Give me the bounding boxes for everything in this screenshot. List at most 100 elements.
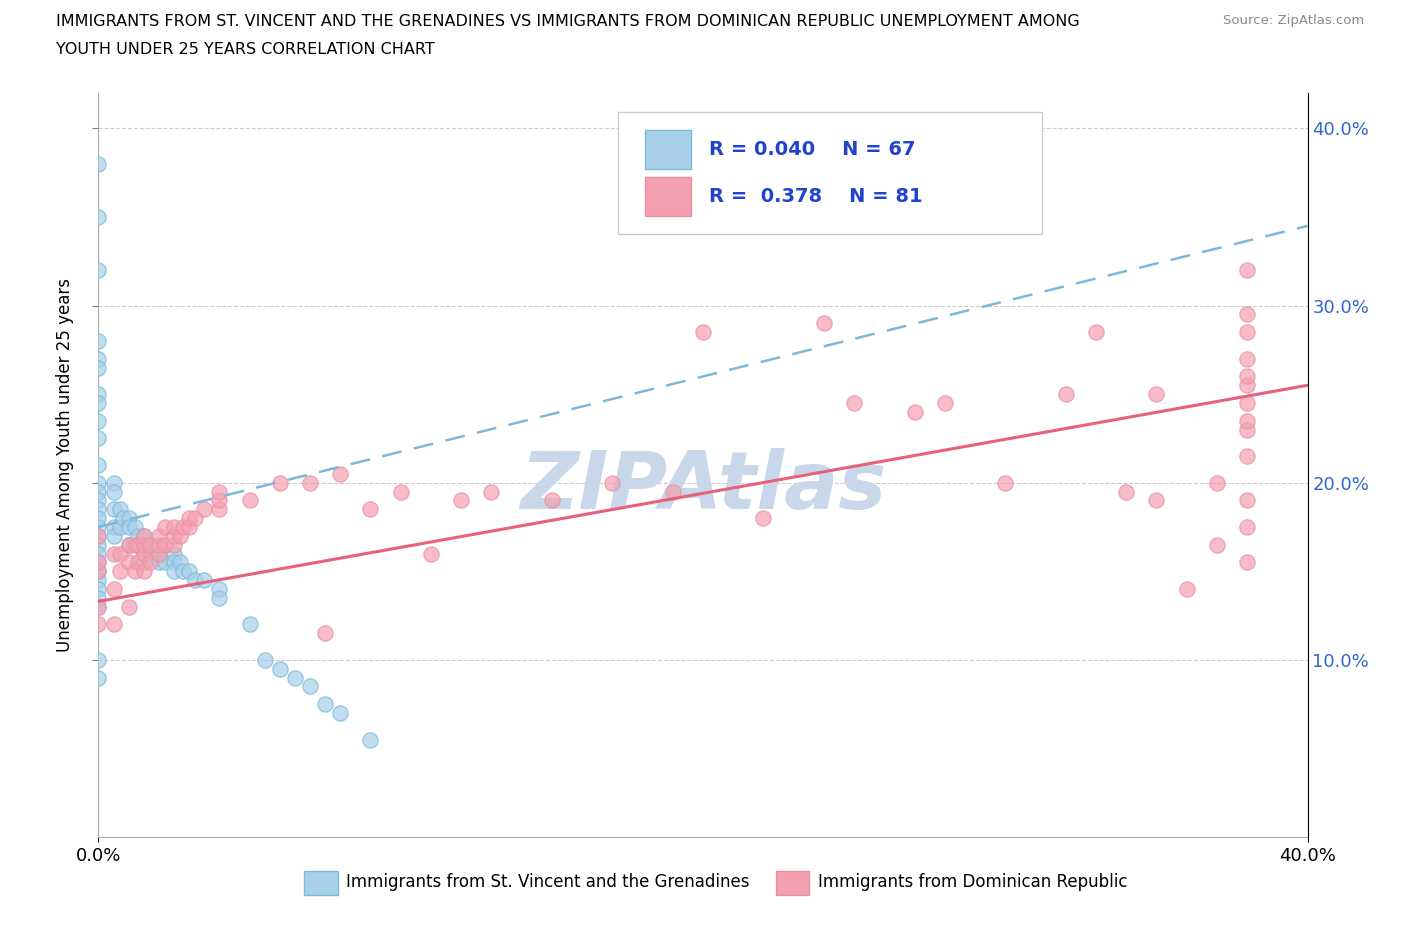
Point [127,538,149,552]
Point [163,528,186,543]
Point [108,564,131,578]
Point [87,262,110,277]
Point [540,493,562,508]
Point [813,316,835,331]
Point [752,511,775,525]
Text: YOUTH UNDER 25 YEARS CORRELATION CHART: YOUTH UNDER 25 YEARS CORRELATION CHART [56,42,434,57]
Point [87,528,110,543]
Point [163,564,186,578]
Point [87,156,110,171]
Point [1236,369,1258,384]
Point [148,528,170,543]
Point [87,431,110,445]
Point [269,661,291,676]
Point [87,334,110,349]
Point [153,538,176,552]
Point [172,520,194,535]
Point [1144,493,1167,508]
Text: Source: ZipAtlas.com: Source: ZipAtlas.com [1223,14,1364,27]
Point [124,520,146,535]
Point [87,671,110,685]
Point [87,599,110,614]
Point [118,520,141,535]
Point [153,555,176,570]
Point [148,555,170,570]
Point [118,511,141,525]
Point [1236,520,1258,535]
Point [1236,352,1258,366]
Point [1206,475,1229,490]
Point [179,520,201,535]
Point [193,573,215,588]
Point [1236,378,1258,392]
Point [1236,307,1258,322]
Point [1236,325,1258,339]
Point [481,485,503,499]
Point [103,528,125,543]
Point [132,546,155,561]
Point [87,458,110,472]
Point [148,538,170,552]
Point [87,591,110,605]
Point [314,626,336,641]
Point [87,485,110,499]
Point [360,502,382,517]
Point [103,520,125,535]
Point [184,573,207,588]
Text: IMMIGRANTS FROM ST. VINCENT AND THE GRENADINES VS IMMIGRANTS FROM DOMINICAN REPU: IMMIGRANTS FROM ST. VINCENT AND THE GREN… [56,14,1080,29]
Point [124,538,146,552]
Point [1206,538,1229,552]
Point [844,395,866,410]
FancyBboxPatch shape [645,178,690,216]
Point [163,546,186,561]
Point [108,546,131,561]
Point [169,555,191,570]
Point [132,538,155,552]
Text: Immigrants from Dominican Republic: Immigrants from Dominican Republic [818,872,1128,891]
Point [103,475,125,490]
Point [184,511,207,525]
Point [87,538,110,552]
Text: ZIPAtlas: ZIPAtlas [520,448,886,526]
Point [179,564,201,578]
Point [269,475,291,490]
Point [1236,395,1258,410]
FancyBboxPatch shape [645,130,690,168]
Point [314,697,336,711]
Point [253,653,276,668]
Point [87,617,110,631]
Y-axis label: Unemployment Among Youth under 25 years: Unemployment Among Youth under 25 years [56,278,75,652]
Text: Immigrants from St. Vincent and the Grenadines: Immigrants from St. Vincent and the Gren… [346,872,749,891]
Point [139,555,162,570]
Point [163,538,186,552]
Text: R = 0.040    N = 67: R = 0.040 N = 67 [709,140,915,159]
Point [87,520,110,535]
Point [1115,485,1137,499]
Point [103,581,125,596]
Point [172,564,194,578]
Point [1236,448,1258,463]
Point [284,671,307,685]
Point [1236,413,1258,428]
Point [1236,555,1258,570]
Point [87,555,110,570]
Point [127,555,149,570]
Point [87,475,110,490]
Point [87,653,110,668]
Point [118,538,141,552]
FancyBboxPatch shape [776,871,810,895]
Point [124,564,146,578]
Point [127,528,149,543]
Point [87,564,110,578]
Point [87,564,110,578]
Point [420,546,443,561]
Point [132,555,155,570]
Point [299,475,322,490]
Point [108,520,131,535]
Point [87,573,110,588]
Point [87,360,110,375]
Point [87,581,110,596]
Point [87,387,110,402]
Point [87,599,110,614]
Point [132,546,155,561]
